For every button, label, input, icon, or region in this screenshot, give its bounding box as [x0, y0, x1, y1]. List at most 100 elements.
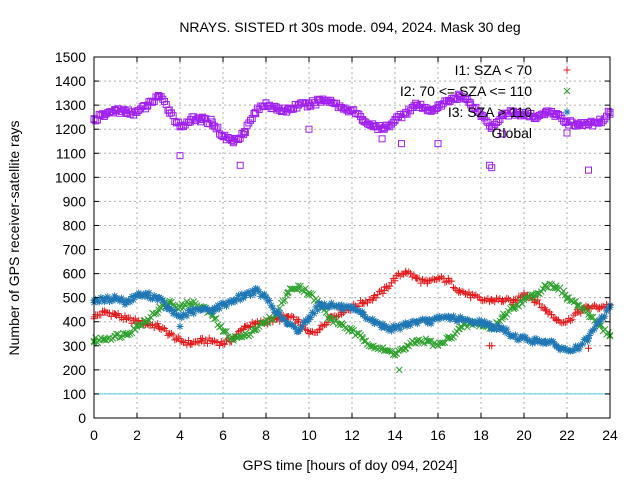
trace-point: [109, 297, 117, 305]
trace-point: [530, 294, 538, 302]
trace-point: [542, 307, 550, 315]
trace-point: [424, 319, 432, 327]
trace-point: [573, 343, 581, 351]
trace-point: [152, 321, 160, 329]
trace-point: [281, 296, 289, 304]
y-tick-label: 300: [63, 338, 87, 354]
trace-point: [241, 129, 249, 137]
trace-point: [269, 304, 277, 312]
trace-point: [288, 312, 296, 320]
trace-point: [216, 305, 224, 313]
trace-point: [480, 317, 488, 325]
axis-ticks: 0 2 4 6 8 10 12 14 16 18 20 22 240100200300400500600…: [55, 49, 618, 443]
trace-point: [128, 292, 136, 300]
trace-point: [217, 299, 225, 307]
trace-point: [250, 290, 258, 298]
trace-point: [357, 308, 365, 316]
trace-point: [494, 321, 502, 329]
trace-point: [362, 314, 370, 322]
x-tick-label: 2: [133, 427, 141, 443]
trace-point: [410, 339, 418, 347]
trace-point: [372, 294, 380, 302]
trace-point: [551, 284, 559, 292]
trace-point: [405, 268, 413, 276]
trace-point: [358, 308, 366, 316]
trace-point: [143, 293, 151, 301]
trace-point: [293, 315, 301, 323]
trace-point: [286, 320, 294, 328]
trace-point: [482, 296, 490, 304]
trace-point: [382, 283, 390, 291]
trace-point: [470, 291, 478, 299]
trace-point: [295, 316, 303, 324]
trace-point: [427, 320, 435, 328]
trace-point: [176, 335, 184, 343]
trace-point: [297, 282, 304, 290]
trace-point: [591, 325, 599, 333]
trace-point: [379, 289, 387, 297]
trace-point: [303, 318, 311, 326]
trace-point: [238, 290, 246, 298]
trace-point: [510, 295, 518, 303]
trace-point: [444, 333, 452, 341]
trace-point: [503, 311, 511, 318]
trace-point: [420, 339, 428, 347]
trace-point: [226, 335, 234, 342]
trace-point: [190, 310, 198, 318]
trace-point: [119, 315, 127, 323]
trace-point: [277, 315, 285, 323]
trace-point: [556, 346, 564, 354]
y-tick-label: 500: [63, 290, 87, 306]
y-tick-label: 100: [63, 386, 87, 402]
outlier-point: [434, 140, 442, 148]
trace-point: [386, 282, 394, 290]
trace-point: [333, 317, 340, 324]
trace-point: [279, 297, 287, 305]
trace-point: [154, 296, 162, 304]
trace-point: [400, 322, 408, 330]
trace-point: [154, 320, 162, 328]
trace-point: [515, 336, 523, 344]
trace-point: [362, 337, 370, 345]
outlier-point: [395, 366, 403, 374]
y-tick-label: 900: [63, 193, 87, 209]
trace-point: [417, 337, 425, 345]
trace-point: [221, 328, 229, 335]
trace-point: [577, 341, 585, 349]
trace-point: [394, 322, 402, 330]
trace-point: [379, 320, 387, 328]
trace-point: [183, 312, 191, 320]
trace-point: [179, 310, 187, 318]
legend-marker: [563, 108, 571, 116]
trace-point: [137, 322, 144, 329]
trace-point: [604, 304, 612, 312]
trace-point: [210, 337, 218, 345]
trace-point: [353, 329, 361, 337]
trace-point: [479, 297, 487, 305]
trace-point: [462, 290, 470, 298]
trace-point: [327, 299, 335, 307]
trace-point: [468, 290, 476, 298]
trace-point: [240, 294, 248, 302]
trace-point: [212, 306, 220, 314]
trace-point: [382, 322, 390, 330]
trace-point: [214, 338, 222, 346]
trace-point: [99, 295, 107, 303]
trace-point: [167, 306, 175, 314]
trace-point: [367, 296, 375, 304]
trace-point: [499, 298, 507, 306]
trace-point: [291, 324, 299, 332]
trace-point: [93, 297, 101, 305]
trace-point: [400, 346, 407, 354]
trace-point: [582, 334, 590, 342]
trace-point: [198, 334, 206, 342]
legend-label: Global: [492, 125, 532, 141]
trace-point: [343, 302, 351, 310]
x-tick-label: 20: [516, 427, 532, 443]
trace-point: [269, 316, 277, 324]
trace-point: [541, 304, 549, 312]
trace-point: [118, 294, 126, 302]
x-tick-label: 10: [301, 427, 317, 443]
trace-point: [453, 317, 461, 325]
trace-point: [369, 315, 377, 323]
